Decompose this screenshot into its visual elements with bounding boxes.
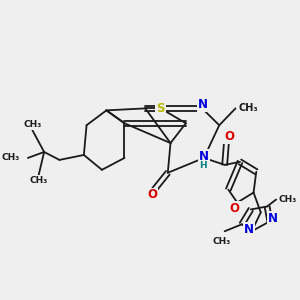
Text: CH₃: CH₃ xyxy=(239,103,258,113)
Text: N: N xyxy=(199,150,209,163)
Text: N: N xyxy=(198,98,208,111)
Text: O: O xyxy=(224,130,234,143)
Text: O: O xyxy=(230,202,240,215)
Text: H: H xyxy=(199,161,206,170)
Text: N: N xyxy=(244,223,254,236)
Text: CH₃: CH₃ xyxy=(279,195,297,204)
Text: N: N xyxy=(268,212,278,225)
Text: CH₃: CH₃ xyxy=(213,237,231,246)
Text: O: O xyxy=(147,188,157,202)
Text: CH₃: CH₃ xyxy=(23,120,41,129)
Text: CH₃: CH₃ xyxy=(30,176,48,185)
Text: S: S xyxy=(156,102,165,115)
Text: CH₃: CH₃ xyxy=(2,153,20,162)
